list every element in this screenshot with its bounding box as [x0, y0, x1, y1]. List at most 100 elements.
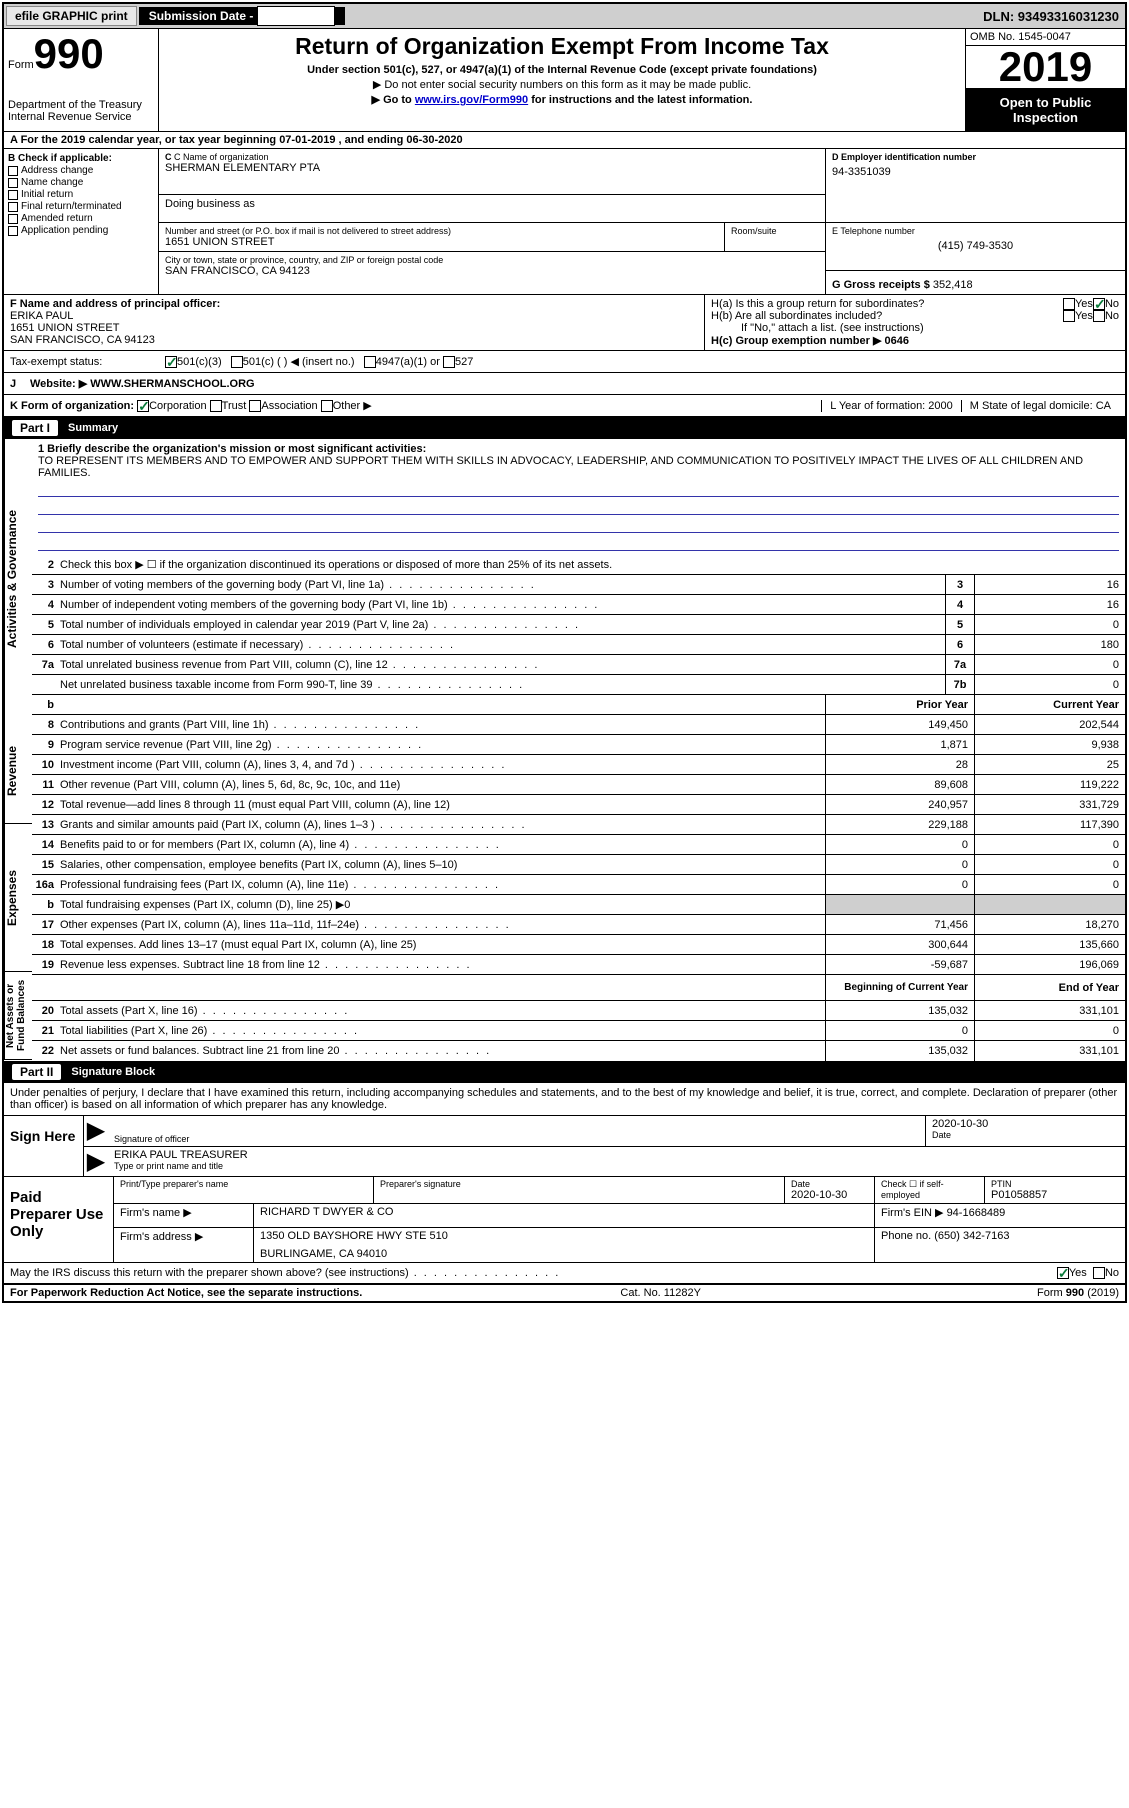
addr-label: Number and street (or P.O. box if mail i…: [165, 226, 718, 236]
summary-body: Activities & Governance Revenue Expenses…: [4, 439, 1125, 1061]
footer-right: Form 990 (2019): [959, 1287, 1119, 1299]
chk-501c3[interactable]: [165, 356, 177, 368]
efile-print-button[interactable]: efile GRAPHIC print: [6, 6, 137, 26]
website-row: J Website: ▶ WWW.SHERMANSCHOOL.ORG: [4, 373, 1125, 395]
hb-yes[interactable]: [1063, 310, 1075, 322]
year-formation: L Year of formation: 2000: [821, 400, 961, 412]
col-b-header: B Check if applicable:: [8, 153, 154, 164]
row-f-h: F Name and address of principal officer:…: [4, 295, 1125, 351]
chk-address-change[interactable]: [8, 166, 18, 176]
org-name-label: C C Name of organization: [165, 152, 819, 162]
tax-label: Tax-exempt status:: [10, 356, 165, 368]
mission-rule: [38, 517, 1119, 533]
chk-amended[interactable]: [8, 214, 18, 224]
chk-corp[interactable]: [137, 400, 149, 412]
firm-name: RICHARD T DWYER & CO: [254, 1204, 875, 1227]
website: Website: ▶ WWW.SHERMANSCHOOL.ORG: [30, 377, 255, 390]
prior-year-hdr: Prior Year: [825, 695, 975, 714]
signature-intro: Under penalties of perjury, I declare th…: [4, 1083, 1125, 1116]
k-row: K Form of organization: Corporation Trus…: [4, 395, 1125, 417]
officer-label: F Name and address of principal officer:: [10, 298, 698, 310]
side-revenue: Revenue: [4, 719, 32, 824]
hb-note: If "No," attach a list. (see instruction…: [711, 322, 1119, 334]
paid-preparer-label: Paid Preparer Use Only: [4, 1177, 114, 1262]
col-b: B Check if applicable: Address change Na…: [4, 149, 159, 294]
summary-content: 1 Briefly describe the organization's mi…: [32, 439, 1125, 1061]
side-netassets: Net Assets or Fund Balances: [4, 972, 32, 1060]
line-6-text: Total number of volunteers (estimate if …: [60, 637, 945, 653]
discuss-yes[interactable]: [1057, 1267, 1069, 1279]
submission-date-label: Submission Date - 2020-11-11: [139, 7, 345, 25]
city-label: City or town, state or province, country…: [165, 255, 819, 265]
part1-header: Part I Summary: [4, 417, 1125, 439]
gross-receipts: 352,418: [933, 279, 973, 291]
instruction-2: ▶ Go to www.irs.gov/Form990 for instruct…: [163, 93, 961, 106]
begin-year-hdr: Beginning of Current Year: [825, 975, 975, 1000]
ha-yes[interactable]: [1063, 298, 1075, 310]
line-4-val: 16: [975, 595, 1125, 614]
chk-501c[interactable]: [231, 356, 243, 368]
sections-b-thru-g: B Check if applicable: Address change Na…: [4, 149, 1125, 295]
dba-label: Doing business as: [159, 195, 825, 223]
side-activities: Activities & Governance: [4, 439, 32, 719]
firm-ein: 94-1668489: [947, 1207, 1006, 1219]
tax-year: 2019: [966, 46, 1125, 89]
chk-trust[interactable]: [210, 400, 222, 412]
sign-here-block: Sign Here ▶ Signature of officer 2020-10…: [4, 1116, 1125, 1177]
firm-addr1: 1350 OLD BAYSHORE HWY STE 510: [260, 1230, 868, 1242]
hb-label: H(b) Are all subordinates included?: [711, 310, 1063, 322]
hb-no[interactable]: [1093, 310, 1105, 322]
col-f: F Name and address of principal officer:…: [4, 295, 705, 350]
chk-name-change[interactable]: [8, 178, 18, 188]
line-3-text: Number of voting members of the governin…: [60, 577, 945, 593]
org-address: 1651 UNION STREET: [165, 236, 718, 248]
line-4-text: Number of independent voting members of …: [60, 597, 945, 613]
ha-label: H(a) Is this a group return for subordin…: [711, 298, 1063, 310]
page-footer: For Paperwork Reduction Act Notice, see …: [4, 1284, 1125, 1301]
form-990-page: efile GRAPHIC print Submission Date - 20…: [2, 2, 1127, 1303]
form-header: Form990 Department of the Treasury Inter…: [4, 29, 1125, 132]
footer-left: For Paperwork Reduction Act Notice, see …: [10, 1287, 362, 1299]
part2-header: Part II Signature Block: [4, 1061, 1125, 1083]
top-bar: efile GRAPHIC print Submission Date - 20…: [4, 4, 1125, 29]
mission-label: 1 Briefly describe the organization's mi…: [38, 443, 1119, 455]
sign-here-label: Sign Here: [4, 1116, 84, 1176]
sig-name: ERIKA PAUL TREASURER: [114, 1149, 1119, 1161]
current-year-hdr: Current Year: [975, 695, 1125, 714]
irs-link[interactable]: www.irs.gov/Form990: [415, 94, 528, 106]
chk-initial-return[interactable]: [8, 190, 18, 200]
ha-no[interactable]: [1093, 298, 1105, 310]
telephone: (415) 749-3530: [832, 240, 1119, 252]
hc-label: H(c) Group exemption number ▶ 0646: [711, 334, 1119, 347]
chk-pending[interactable]: [8, 226, 18, 236]
chk-final-return[interactable]: [8, 202, 18, 212]
line-5-val: 0: [975, 615, 1125, 634]
department: Department of the Treasury Internal Reve…: [8, 99, 154, 123]
form-title: Return of Organization Exempt From Incom…: [163, 33, 961, 60]
form-number: 990: [34, 30, 104, 77]
form-subtitle: Under section 501(c), 527, or 4947(a)(1)…: [163, 64, 961, 76]
chk-other[interactable]: [321, 400, 333, 412]
col-h: H(a) Is this a group return for subordin…: [705, 295, 1125, 350]
tel-label: E Telephone number: [832, 226, 1119, 236]
discuss-no[interactable]: [1093, 1267, 1105, 1279]
gross-label: G Gross receipts $: [832, 279, 933, 291]
chk-4947[interactable]: [364, 356, 376, 368]
paid-preparer-block: Paid Preparer Use Only Print/Type prepar…: [4, 1177, 1125, 1263]
firm-phone: (650) 342-7163: [934, 1230, 1009, 1242]
mission-rule: [38, 499, 1119, 515]
header-mid: Return of Organization Exempt From Incom…: [159, 29, 965, 131]
ein-label: D Employer identification number: [832, 152, 1119, 162]
chk-527[interactable]: [443, 356, 455, 368]
arrow-icon: ▶: [84, 1116, 108, 1146]
line-3-val: 16: [975, 575, 1125, 594]
mission-rule: [38, 535, 1119, 551]
line-7b-val: 0: [975, 675, 1125, 694]
chk-assoc[interactable]: [249, 400, 261, 412]
firm-addr2: BURLINGAME, CA 94010: [260, 1248, 868, 1260]
header-right: OMB No. 1545-0047 2019 Open to Public In…: [965, 29, 1125, 131]
section-a: A For the 2019 calendar year, or tax yea…: [4, 132, 1125, 149]
ptin: P01058857: [991, 1189, 1119, 1201]
col-c: C C Name of organization SHERMAN ELEMENT…: [159, 149, 825, 294]
side-expenses: Expenses: [4, 824, 32, 972]
